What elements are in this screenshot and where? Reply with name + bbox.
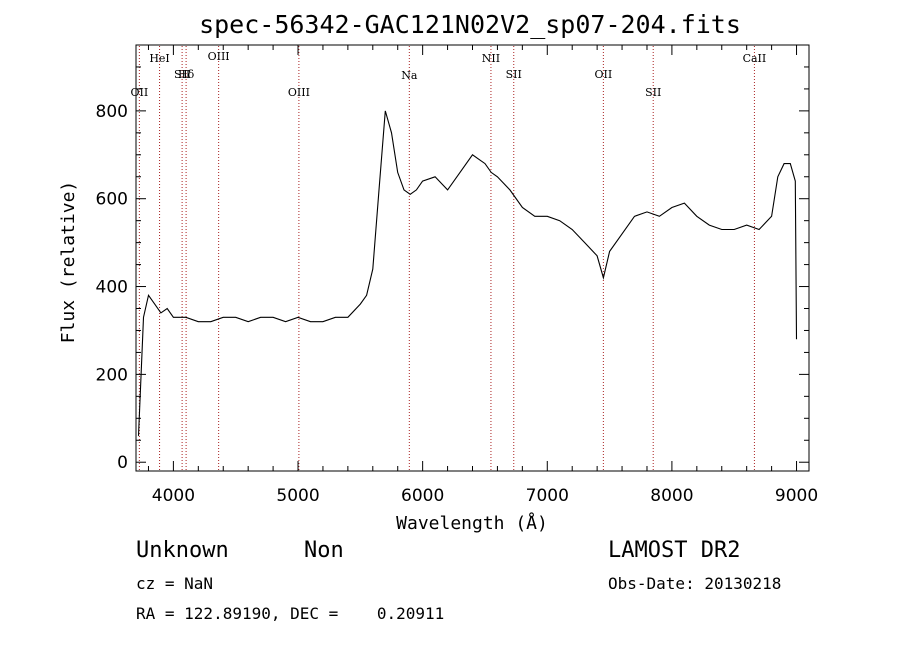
coordinates-text: RA = 122.89190, DEC = 0.20911 [136, 604, 445, 623]
line-marker-label: CaII [743, 52, 767, 65]
y-tick-label: 800 [96, 102, 128, 122]
survey-name: LAMOST DR2 [608, 538, 741, 563]
object-class: Unknown [136, 538, 229, 563]
x-tick-label: 7000 [526, 486, 569, 506]
line-marker-label: SII [174, 68, 190, 81]
line-marker-label: OII [595, 68, 613, 81]
line-marker-label: Hδ [178, 68, 195, 81]
obs-date: Obs-Date: 20130218 [608, 574, 782, 593]
x-tick-label: 6000 [401, 486, 444, 506]
y-tick-label: 200 [96, 365, 128, 385]
y-axis-label: Flux (relative) [58, 181, 79, 344]
x-tick-label: 8000 [650, 486, 693, 506]
redshift-text: cz = NaN [136, 574, 214, 593]
object-subclass: Non [304, 538, 344, 563]
line-marker-label: OII [131, 86, 149, 99]
line-marker-label: NII [482, 52, 500, 65]
line-marker-label: OIII [288, 86, 310, 99]
plot-frame [135, 44, 810, 472]
y-tick-label: 0 [117, 453, 128, 473]
line-marker-label: SII [506, 68, 522, 81]
y-tick-label: 600 [96, 190, 128, 210]
spectrum-line [137, 110, 798, 436]
line-marker-label: OIII [208, 50, 230, 63]
line-marker-label: Na [401, 69, 418, 82]
axis-ticks: 4000 5000 6000 7000 8000 9000 0 200 400 600 800 [96, 45, 818, 506]
x-tick-label: 9000 [775, 486, 818, 506]
line-marker-label: SII [645, 86, 661, 99]
line-marker-label: HeI [149, 52, 169, 65]
x-axis-label: Wavelength (Å) [396, 512, 548, 534]
chart-title: spec-56342-GAC121N02V2_sp07-204.fits [199, 10, 741, 39]
x-tick-label: 4000 [152, 486, 195, 506]
x-tick-label: 5000 [276, 486, 319, 506]
y-tick-label: 400 [96, 278, 128, 298]
